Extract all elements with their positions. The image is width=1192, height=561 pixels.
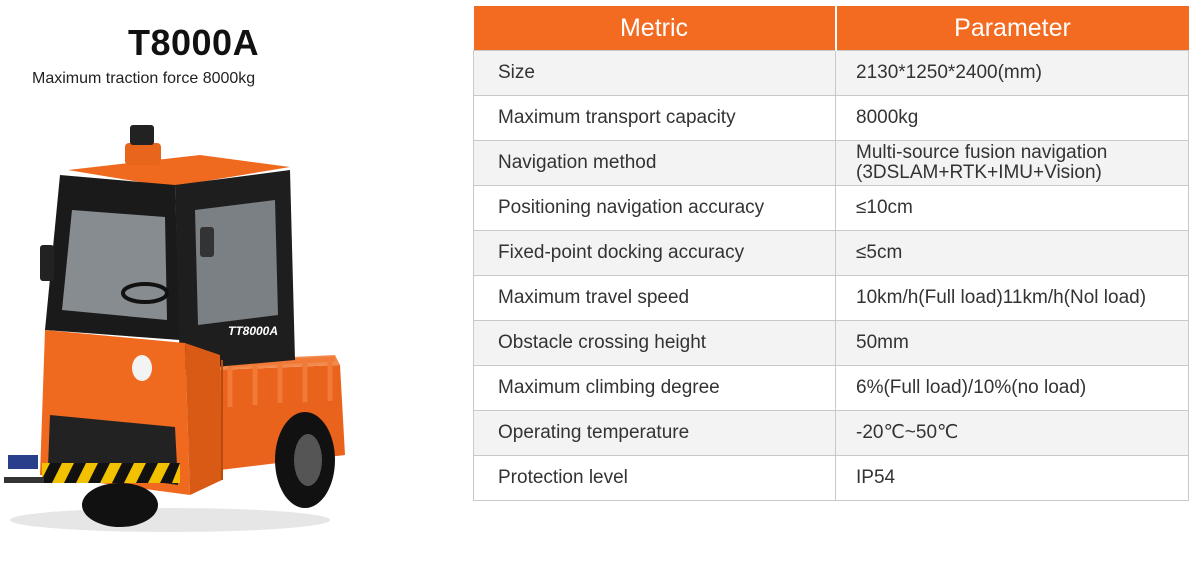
metric-cell: Maximum travel speed <box>473 275 836 321</box>
table-row: Operating temperature -20℃~50℃ <box>473 410 1189 456</box>
table-row: Protection level IP54 <box>473 455 1189 501</box>
table-row: Positioning navigation accuracy ≤10cm <box>473 185 1189 231</box>
parameter-cell: 2130*1250*2400(mm) <box>835 50 1189 96</box>
table-row: Maximum transport capacity 8000kg <box>473 95 1189 141</box>
parameter-cell: Multi-source fusion navigation (3DSLAM+R… <box>835 140 1189 186</box>
product-panel: T8000A Maximum traction force 8000kg <box>0 0 470 561</box>
metric-cell: Fixed-point docking accuracy <box>473 230 836 276</box>
table-row: Navigation method Multi-source fusion na… <box>473 140 1189 186</box>
parameter-cell: 6%(Full load)/10%(no load) <box>835 365 1189 411</box>
metric-cell: Operating temperature <box>473 410 836 456</box>
parameter-cell: -20℃~50℃ <box>835 410 1189 456</box>
model-subtitle: Maximum traction force 8000kg <box>32 70 256 87</box>
table-header-row: Metric Parameter <box>473 6 1189 51</box>
table-row: Maximum travel speed 10km/h(Full load)11… <box>473 275 1189 321</box>
table-row: Maximum climbing degree 6%(Full load)/10… <box>473 365 1189 411</box>
metric-cell: Obstacle crossing height <box>473 320 836 366</box>
tow-tractor-image: TT8000A <box>4 125 345 532</box>
parameter-cell: 8000kg <box>835 95 1189 141</box>
metric-cell: Maximum climbing degree <box>473 365 836 411</box>
metric-cell: Size <box>473 50 836 96</box>
spec-table: Metric Parameter Size 2130*1250*2400(mm)… <box>473 6 1189 501</box>
parameter-cell: 10km/h(Full load)11km/h(Nol load) <box>835 275 1189 321</box>
model-title: T8000A <box>128 22 260 63</box>
header-metric: Metric <box>473 6 836 51</box>
metric-cell: Maximum transport capacity <box>473 95 836 141</box>
table-row: Size 2130*1250*2400(mm) <box>473 50 1189 96</box>
table-row: Obstacle crossing height 50mm <box>473 320 1189 366</box>
parameter-cell: ≤10cm <box>835 185 1189 231</box>
vehicle-badge-text: TT8000A <box>228 324 278 338</box>
metric-cell: Navigation method <box>473 140 836 186</box>
parameter-cell: 50mm <box>835 320 1189 366</box>
parameter-cell: ≤5cm <box>835 230 1189 276</box>
metric-cell: Positioning navigation accuracy <box>473 185 836 231</box>
parameter-cell: IP54 <box>835 455 1189 501</box>
header-parameter: Parameter <box>834 6 1189 51</box>
table-row: Fixed-point docking accuracy ≤5cm <box>473 230 1189 276</box>
metric-cell: Protection level <box>473 455 836 501</box>
